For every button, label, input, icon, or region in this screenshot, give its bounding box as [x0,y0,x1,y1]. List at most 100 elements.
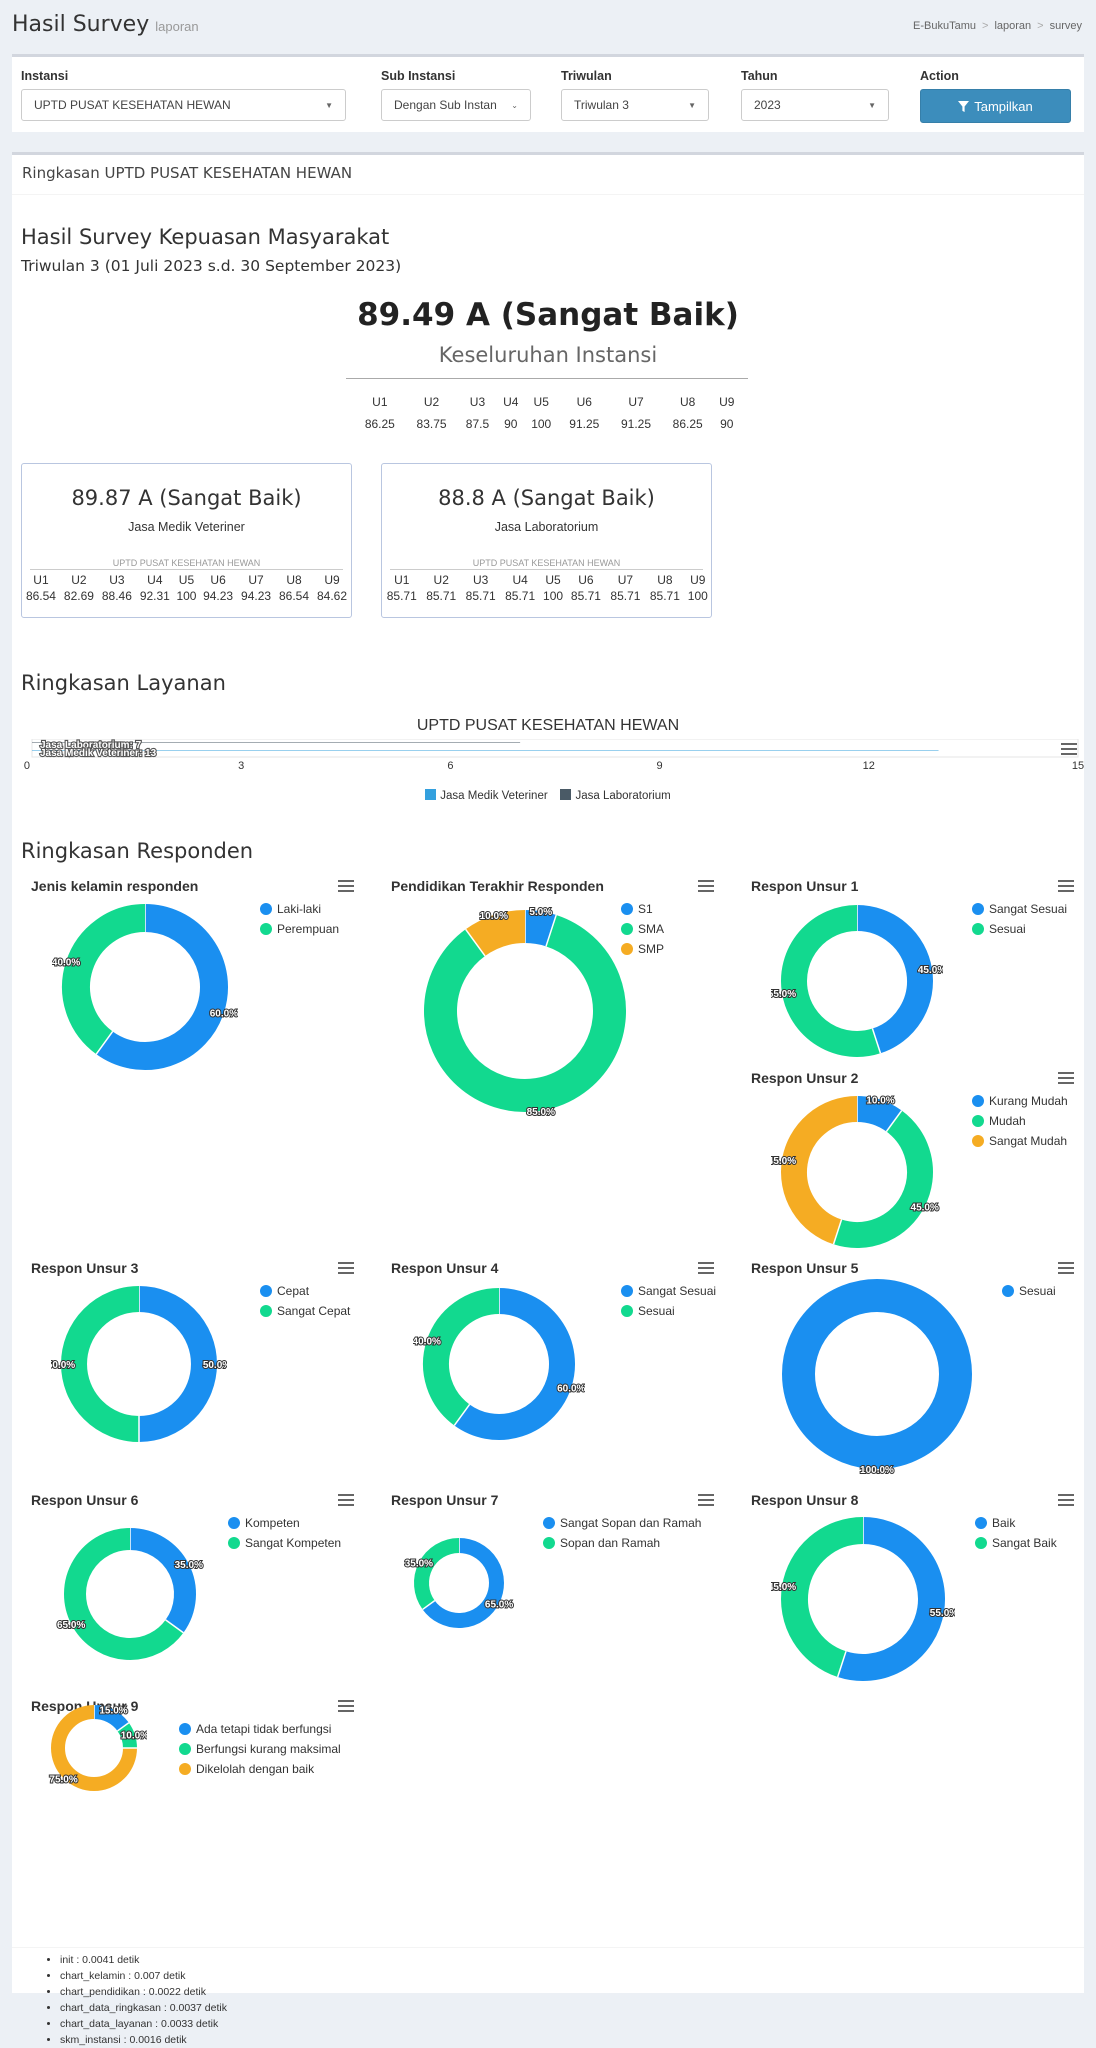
breadcrumb-home-link[interactable]: E-BukuTamu [913,20,977,32]
legend-item[interactable]: Sangat Kompeten [228,1536,341,1550]
donut-slice[interactable] [423,1288,500,1426]
chart-menu-icon[interactable] [698,880,714,892]
donut-slice[interactable] [833,1110,933,1248]
legend-item[interactable]: Cepat [260,1284,350,1298]
legend-item-medik[interactable]: Jasa Medik Veteriner [425,789,548,802]
donut-slice[interactable] [782,1279,972,1469]
chart-menu-icon[interactable] [338,880,354,892]
legend-item[interactable]: SMA [621,922,664,936]
x-tick-label: 12 [863,760,875,772]
unsur-value: 90 [504,417,518,431]
tahun-select[interactable]: 2023 ▼ [741,89,889,121]
donut-slice[interactable] [414,1538,460,1610]
donut-slice[interactable] [93,1705,129,1732]
timing-item: skm_instansi : 0.0016 detik [60,2034,227,2046]
slice-data-label: 100.0% [860,1465,894,1476]
legend-item[interactable]: Ada tetapi tidak berfungsi [179,1722,341,1736]
pie-legend: Sangat Sopan dan Ramah Sopan dan Ramah [543,1516,701,1556]
unsur-header: U6 [578,573,594,587]
legend-item[interactable]: Sesuai [1002,1284,1056,1298]
donut-slice[interactable] [524,910,557,947]
donut-chart: 15.0% 10.0% 75.0% [48,1705,147,1791]
legend-item[interactable]: Sangat Sopan dan Ramah [543,1516,701,1530]
donut-slice[interactable] [781,1096,858,1245]
unsur-header: U1 [372,395,388,409]
bar-jasa-laboratorium[interactable] [32,742,521,743]
legend-item[interactable]: Sopan dan Ramah [543,1536,701,1550]
donut-chart: 45.0% 55.0% [771,905,943,1057]
legend-item[interactable]: Berfungsi kurang maksimal [179,1742,341,1756]
legend-label: Sopan dan Ramah [560,1536,661,1550]
unsur-value: 86.25 [672,417,703,431]
donut-slice[interactable] [117,1722,137,1749]
bar-jasa-medik-veteriner[interactable] [32,750,939,751]
legend-item[interactable]: Sesuai [972,922,1067,936]
legend-item[interactable]: Laki-laki [260,902,339,916]
breadcrumb-laporan-link[interactable]: laporan [994,20,1032,32]
legend-item[interactable]: Sesuai [621,1304,716,1318]
legend-item[interactable]: Dikelolah dengan baik [179,1762,341,1776]
unsur-value: 82.69 [63,589,94,603]
legend-item[interactable]: Kompeten [228,1516,341,1530]
donut-slice[interactable] [856,905,933,1054]
chart-menu-icon[interactable] [698,1494,714,1506]
unsur-header: U6 [210,573,226,587]
legend-item[interactable]: Sangat Baik [975,1536,1057,1550]
legend-item[interactable]: Sangat Sesuai [621,1284,716,1298]
donut-slice[interactable] [422,1538,504,1628]
legend-label: Sangat Baik [992,1536,1057,1550]
legend-item[interactable]: Sangat Cepat [260,1304,350,1318]
tahun-value: 2023 [754,98,781,112]
legend-item[interactable]: Perempuan [260,922,339,936]
donut-slice[interactable] [64,1528,184,1660]
legend-item[interactable]: Baik [975,1516,1057,1530]
donut-slice[interactable] [96,904,228,1070]
donut-slice[interactable] [837,1517,945,1681]
chart-menu-icon[interactable] [1058,1072,1074,1084]
legend-label: Sesuai [989,922,1026,936]
survey-period: Triwulan 3 (01 Juli 2023 s.d. 30 Septemb… [21,257,402,275]
legend-item[interactable]: Mudah [972,1114,1068,1128]
instansi-select[interactable]: UPTD PUSAT KESEHATAN HEWAN ▼ [21,89,346,121]
service-unsur-table: U1 U2 U3 U4 U5 U6 U7 U8 U9 85.71 85.71 85.71 85.71 10… [382,572,711,604]
chart-menu-icon[interactable] [1058,1262,1074,1274]
legend-item[interactable]: Sangat Sesuai [972,902,1067,916]
chart-menu-icon[interactable] [698,1262,714,1274]
chart-menu-icon[interactable] [338,1494,354,1506]
pie-title: Respon Unsur 4 [391,1260,499,1276]
legend-item[interactable]: SMP [621,942,664,956]
chart-menu-icon[interactable] [1058,1494,1074,1506]
chart-menu-icon[interactable] [1058,880,1074,892]
legend-item[interactable]: Kurang Mudah [972,1094,1068,1108]
legend-item[interactable]: Sangat Mudah [972,1134,1068,1148]
donut-slice[interactable] [781,1517,864,1677]
service-card-medik: 89.87 A (Sangat Baik) Jasa Medik Veterin… [21,463,352,618]
slice-data-label: 55.0% [930,1608,955,1619]
donut-slice[interactable] [61,1286,140,1442]
donut-slice[interactable] [51,1705,137,1791]
donut-chart: 60.0% 40.0% [413,1288,585,1440]
donut-slice[interactable] [454,1288,575,1440]
chart-menu-icon[interactable] [338,1700,354,1712]
service-score: 88.8 A (Sangat Baik) [438,486,655,510]
donut-slice[interactable] [424,914,626,1112]
tampilkan-button[interactable]: Tampilkan [920,89,1071,123]
chart-menu-icon[interactable] [338,1262,354,1274]
sub-instansi-select[interactable]: Dengan Sub Instan ⌄ [381,89,531,121]
donut-slice[interactable] [62,904,146,1055]
donut-slice[interactable] [138,1286,217,1442]
donut-slice[interactable] [856,1096,902,1132]
donut-slice[interactable] [465,910,526,957]
service-instansi: UPTD PUSAT KESEHATAN HEWAN [390,558,703,570]
chart-menu-icon[interactable] [1061,743,1077,755]
legend-dot [260,1305,272,1317]
legend-item[interactable]: S1 [621,902,664,916]
chevron-down-icon: ▼ [325,100,333,110]
timing-item: chart_data_ringkasan : 0.0037 detik [60,2002,227,2014]
donut-slice[interactable] [129,1528,196,1633]
donut-slice[interactable] [781,905,881,1057]
unsur-value: 85.71 [505,589,536,603]
slice-data-label: 35.0% [405,1559,433,1570]
triwulan-select[interactable]: Triwulan 3 ▼ [561,89,709,121]
legend-item-laboratorium[interactable]: Jasa Laboratorium [560,789,671,802]
